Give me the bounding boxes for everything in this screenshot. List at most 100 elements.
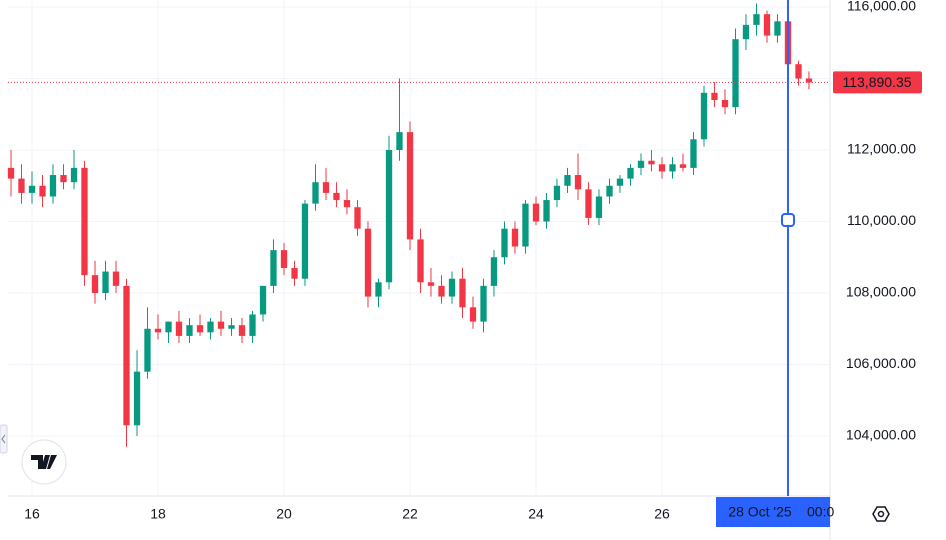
candle-body: [301, 203, 309, 279]
candle: [459, 267, 466, 319]
candle: [39, 175, 46, 208]
candle-body: [522, 203, 529, 247]
candle-body: [354, 207, 361, 229]
candle-body: [81, 167, 88, 276]
candle: [301, 200, 309, 286]
candle: [501, 221, 508, 265]
candle-body: [511, 228, 519, 247]
candle: [543, 192, 550, 229]
candle: [7, 150, 15, 197]
candle: [18, 164, 25, 204]
candle-body: [312, 182, 319, 204]
candle: [574, 153, 582, 201]
candle: [91, 260, 99, 304]
candle: [112, 260, 120, 294]
candle-body: [721, 99, 729, 108]
candle-body: [427, 282, 435, 286]
candle: [795, 60, 802, 86]
candle-body: [396, 132, 403, 151]
candle-body: [102, 271, 109, 294]
side-tab[interactable]: [0, 424, 8, 454]
candle: [469, 296, 477, 329]
candle-body: [270, 250, 277, 286]
candle-body: [690, 139, 697, 168]
candle-body: [7, 167, 15, 179]
x-tick-label: 16: [24, 506, 40, 522]
candle-body: [532, 203, 540, 222]
candle-body: [648, 160, 655, 165]
candle-body: [616, 178, 624, 186]
candle-body: [217, 321, 225, 329]
candle: [532, 196, 540, 226]
candle: [553, 178, 561, 208]
candle-body: [364, 228, 372, 297]
candle-body: [186, 325, 193, 336]
candle: [385, 135, 393, 290]
candle-body: [543, 200, 550, 222]
candle-body: [333, 192, 340, 201]
candle-body: [774, 21, 781, 36]
candle: [427, 267, 435, 297]
candle-body: [238, 325, 246, 336]
candle: [238, 318, 246, 344]
candle: [448, 271, 456, 304]
candle-body: [280, 250, 288, 268]
candle: [417, 228, 424, 294]
candle-body: [154, 328, 162, 333]
candle-body: [343, 200, 351, 208]
candle: [511, 221, 519, 254]
candle: [753, 3, 760, 36]
candle-body: [60, 175, 67, 183]
settings-icon[interactable]: [872, 506, 890, 522]
candle-body: [564, 175, 571, 186]
candle: [364, 221, 372, 308]
candle-body: [732, 39, 739, 108]
candle-body: [742, 24, 750, 40]
candle-body: [375, 282, 382, 297]
candle: [700, 85, 708, 147]
y-tick-label: 112,000.00: [847, 141, 916, 157]
candle: [732, 28, 739, 115]
candle-body: [627, 167, 634, 179]
logo: [31, 455, 57, 469]
settings-hex: [872, 506, 890, 522]
candle: [259, 285, 267, 322]
candle: [28, 171, 36, 204]
candle-body: [291, 267, 298, 279]
candle-body: [711, 92, 718, 100]
candle: [490, 250, 498, 297]
candle-body: [480, 285, 487, 322]
candle-body: [175, 321, 183, 336]
candle: [805, 71, 813, 90]
vertical-line-handle: [780, 213, 795, 227]
candle-body: [322, 182, 330, 193]
crosshair-time: 00:0: [807, 504, 834, 520]
candle: [175, 310, 183, 344]
candle-body: [259, 285, 267, 315]
candle: [763, 10, 771, 43]
crosshair-date: 28 Oct '25: [728, 504, 792, 520]
x-tick-label: 20: [276, 506, 292, 522]
candle-body: [196, 325, 204, 333]
candle: [375, 278, 382, 308]
candle-body: [753, 14, 760, 25]
candle-body: [18, 178, 25, 193]
candle-body: [123, 285, 130, 426]
candle: [81, 160, 88, 286]
candle: [322, 167, 330, 201]
candle-body: [133, 371, 141, 426]
candle: [49, 164, 57, 204]
candle-body: [585, 189, 592, 218]
candle: [679, 153, 687, 172]
candle-body: [805, 78, 813, 83]
candle: [480, 278, 487, 333]
candle-body: [28, 185, 36, 193]
candle: [196, 314, 204, 336]
candle-body: [606, 185, 613, 197]
candle: [217, 310, 225, 336]
candle-body: [679, 164, 687, 168]
candle-body: [112, 271, 120, 286]
candle: [669, 157, 676, 179]
last-price-label: 113,890.35: [842, 74, 911, 90]
candle: [207, 318, 214, 340]
